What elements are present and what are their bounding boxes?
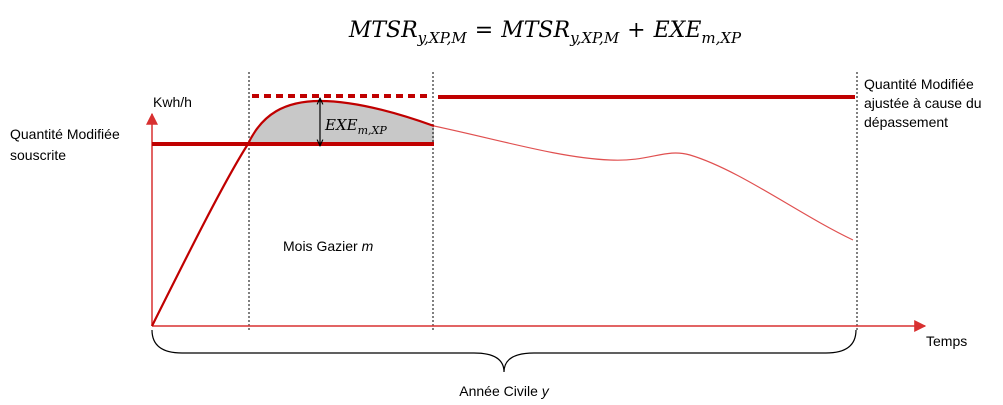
formula-plus: + [627,18,645,43]
y-axis-label: Kwh/h [153,94,192,110]
year-label-prefix: Année Civile [459,383,542,399]
formula-lhs-base: MTSR [348,18,418,43]
month-label-var: m [362,238,374,254]
subscribed-quantity-label-line1: Quantité Modifiée [10,126,120,142]
x-axis-label: Temps [926,333,967,349]
exe-label-base: EXE [324,116,358,134]
exe-label-sub: m,XP [358,124,388,137]
subscribed-quantity-label: Quantité Modifiée souscrite [10,126,124,163]
formula-rhs-base: MTSR [500,18,570,43]
adjusted-quantity-label-line3: dépassement [864,114,948,130]
formula-lhs-sub: y,XP,M [417,29,468,47]
adjusted-quantity-label-line2: ajustée à cause du [864,95,982,111]
month-label: Mois Gazier m [283,238,374,254]
year-brace [151,329,857,373]
year-label-var: y [541,383,550,399]
adjusted-quantity-label-line1: Quantité Modifiée [864,76,974,92]
exe-label: EXEm,XP [324,116,387,137]
consumption-curve-thick [151,99,435,327]
consumption-curve-thin [433,125,854,241]
year-label: Année Civile y [459,383,550,399]
formula-exe-base: EXE [653,18,702,43]
formula: MTSRy,XP,M = MTSRy,XP,M + EXEm,XP [348,18,742,47]
subscribed-quantity-label-line2: souscrite [10,147,66,163]
formula-rhs-sub: y,XP,M [569,29,620,47]
formula-equals: = [475,18,493,43]
formula-exe-sub: m,XP [701,29,742,47]
adjusted-quantity-label: Quantité Modifiée ajustée à cause du dép… [864,76,985,130]
month-label-prefix: Mois Gazier [283,238,362,254]
